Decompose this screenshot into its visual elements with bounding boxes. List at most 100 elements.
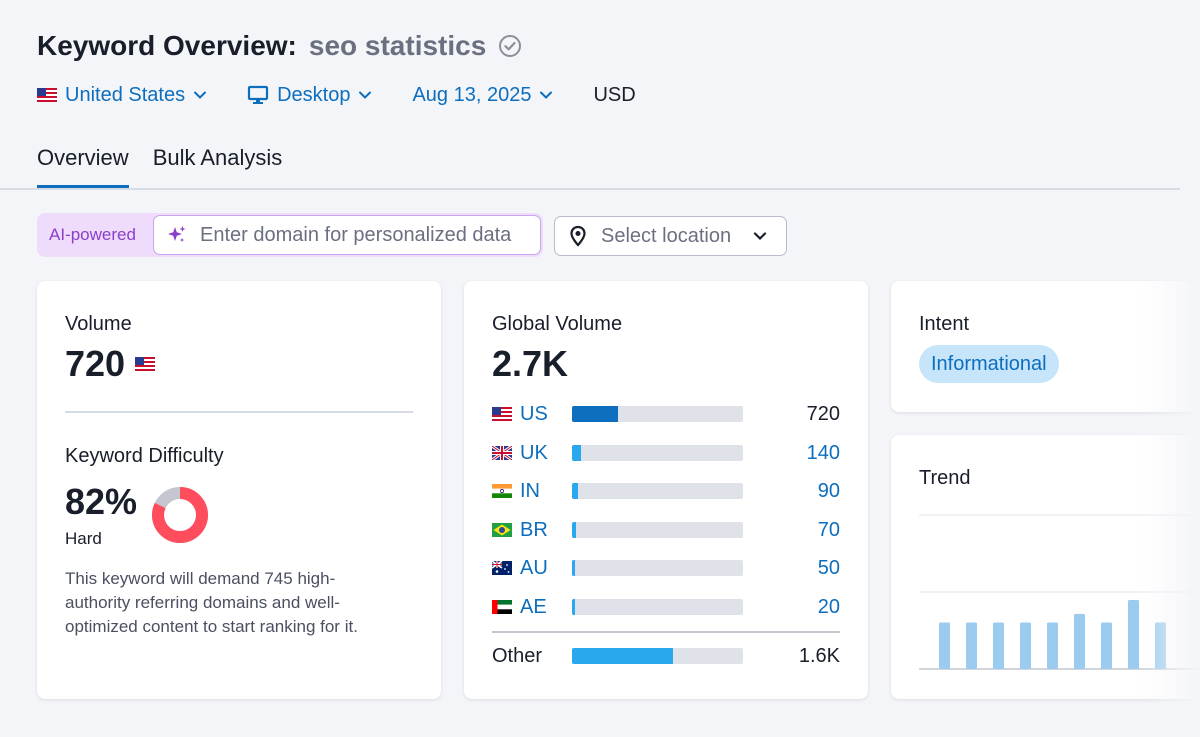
country-bar <box>572 445 743 461</box>
trend-bar[interactable] <box>1074 613 1085 669</box>
country-code: AU <box>520 556 548 579</box>
country-code: AE <box>520 595 547 618</box>
ai-domain-bar: AI-powered Enter domain for personalized… <box>37 213 543 257</box>
intent-badge: Informational <box>919 345 1059 383</box>
kd-value: 82% <box>65 481 138 522</box>
desktop-icon <box>247 85 269 104</box>
country-bar-fill <box>572 406 619 422</box>
chevron-down-icon <box>753 232 767 241</box>
device-label: Desktop <box>277 83 351 106</box>
country-value: 50 <box>817 556 840 579</box>
trend-bar[interactable] <box>966 622 977 669</box>
location-select[interactable]: Select location <box>554 216 787 256</box>
check-circle-icon <box>499 35 522 57</box>
currency-label: USD <box>593 83 636 106</box>
country-value: 140 <box>806 441 840 464</box>
us-flag-icon <box>37 88 57 102</box>
trend-label: Trend <box>919 467 971 489</box>
page-title-row: Keyword Overview: seo statistics <box>37 30 522 62</box>
country-bar <box>572 406 743 422</box>
country-bar-fill <box>572 599 576 615</box>
country-row-us[interactable]: US 720 <box>492 403 840 425</box>
global-volume-card: Global Volume 2.7K US 720 UK 140 IN <box>464 281 868 699</box>
date-label: Aug 13, 2025 <box>412 83 532 106</box>
country-value: 720 <box>806 402 840 425</box>
chevron-down-icon <box>359 91 372 99</box>
other-value: 1.6K <box>798 644 840 667</box>
other-bar-fill <box>572 648 673 664</box>
filter-bar: United States Desktop Aug 13, 2025 USD <box>37 82 636 108</box>
date-dropdown[interactable]: Aug 13, 2025 <box>412 84 553 107</box>
ae-flag-icon <box>492 600 512 614</box>
country-bar <box>572 599 743 615</box>
country-bar <box>572 522 743 538</box>
country-row-br[interactable]: BR 70 <box>492 519 840 541</box>
location-placeholder: Select location <box>601 224 732 247</box>
chevron-down-icon <box>540 91 553 99</box>
kd-label: Keyword Difficulty <box>65 445 224 467</box>
tab-bulk-analysis[interactable]: Bulk Analysis <box>152 145 283 170</box>
volume-label: Volume <box>65 313 132 335</box>
trend-bar[interactable] <box>939 622 950 669</box>
intent-label: Intent <box>919 313 970 335</box>
trend-bar[interactable] <box>1101 622 1112 669</box>
country-code: UK <box>520 441 548 464</box>
country-row-au[interactable]: AU 50 <box>492 557 840 579</box>
trend-bar[interactable] <box>993 622 1004 669</box>
card-divider <box>65 411 413 413</box>
intent-card: Intent Informational <box>891 281 1200 412</box>
page-title: Keyword Overview: <box>37 30 297 61</box>
card-divider <box>492 631 840 633</box>
ai-powered-label: AI-powered <box>49 225 136 244</box>
domain-input[interactable]: Enter domain for personalized data <box>153 215 541 255</box>
volume-value: 720 <box>65 343 126 384</box>
kd-donut-chart <box>152 487 208 543</box>
global-volume-label: Global Volume <box>492 313 623 335</box>
sparkle-icon <box>168 226 186 242</box>
country-bar-fill <box>572 483 578 499</box>
country-label: United States <box>65 83 186 106</box>
in-flag-icon <box>492 484 512 498</box>
country-bar <box>572 560 743 576</box>
country-bar <box>572 483 743 499</box>
country-bar-fill <box>572 522 577 538</box>
kd-donut-arc <box>152 487 208 543</box>
us-flag-icon <box>492 407 512 421</box>
trend-bar[interactable] <box>1047 622 1058 669</box>
country-bar-fill <box>572 560 576 576</box>
domain-input-placeholder: Enter domain for personalized data <box>200 223 512 246</box>
trend-bar[interactable] <box>1155 622 1166 669</box>
country-code: US <box>520 402 548 425</box>
country-row-in[interactable]: IN 90 <box>492 480 840 502</box>
country-row-other: Other 1.6K <box>492 645 840 667</box>
tabs-divider <box>0 188 1180 190</box>
country-bar-fill <box>572 445 581 461</box>
country-row-uk[interactable]: UK 140 <box>492 442 840 464</box>
br-flag-icon <box>492 523 512 537</box>
device-dropdown[interactable]: Desktop <box>247 84 372 107</box>
country-code: BR <box>520 518 548 541</box>
other-label: Other <box>492 644 543 667</box>
country-value: 20 <box>817 595 840 618</box>
kd-description: This keyword will demand 745 high-author… <box>65 569 358 636</box>
uk-flag-icon <box>492 446 512 460</box>
global-volume-value: 2.7K <box>492 343 569 384</box>
kd-level: Hard <box>65 529 102 548</box>
tab-bar: Overview Bulk Analysis <box>37 145 282 189</box>
country-value: 90 <box>817 479 840 502</box>
volume-card: Volume 720 Keyword Difficulty 82% Hard T… <box>37 281 441 699</box>
country-row-ae[interactable]: AE 20 <box>492 596 840 618</box>
tab-overview[interactable]: Overview <box>37 145 129 189</box>
country-value: 70 <box>817 518 840 541</box>
keyword-title: seo statistics <box>308 30 487 61</box>
trend-bar[interactable] <box>1128 599 1139 669</box>
trend-chart <box>919 514 1200 670</box>
au-flag-icon <box>492 561 512 575</box>
us-flag-icon <box>135 357 156 371</box>
country-dropdown[interactable]: United States <box>37 84 207 107</box>
trend-card: Trend <box>891 435 1200 699</box>
trend-bar[interactable] <box>1020 622 1031 669</box>
chevron-down-icon <box>194 91 207 99</box>
volume-value-row: 720 <box>65 343 156 385</box>
location-pin-icon <box>570 225 586 247</box>
